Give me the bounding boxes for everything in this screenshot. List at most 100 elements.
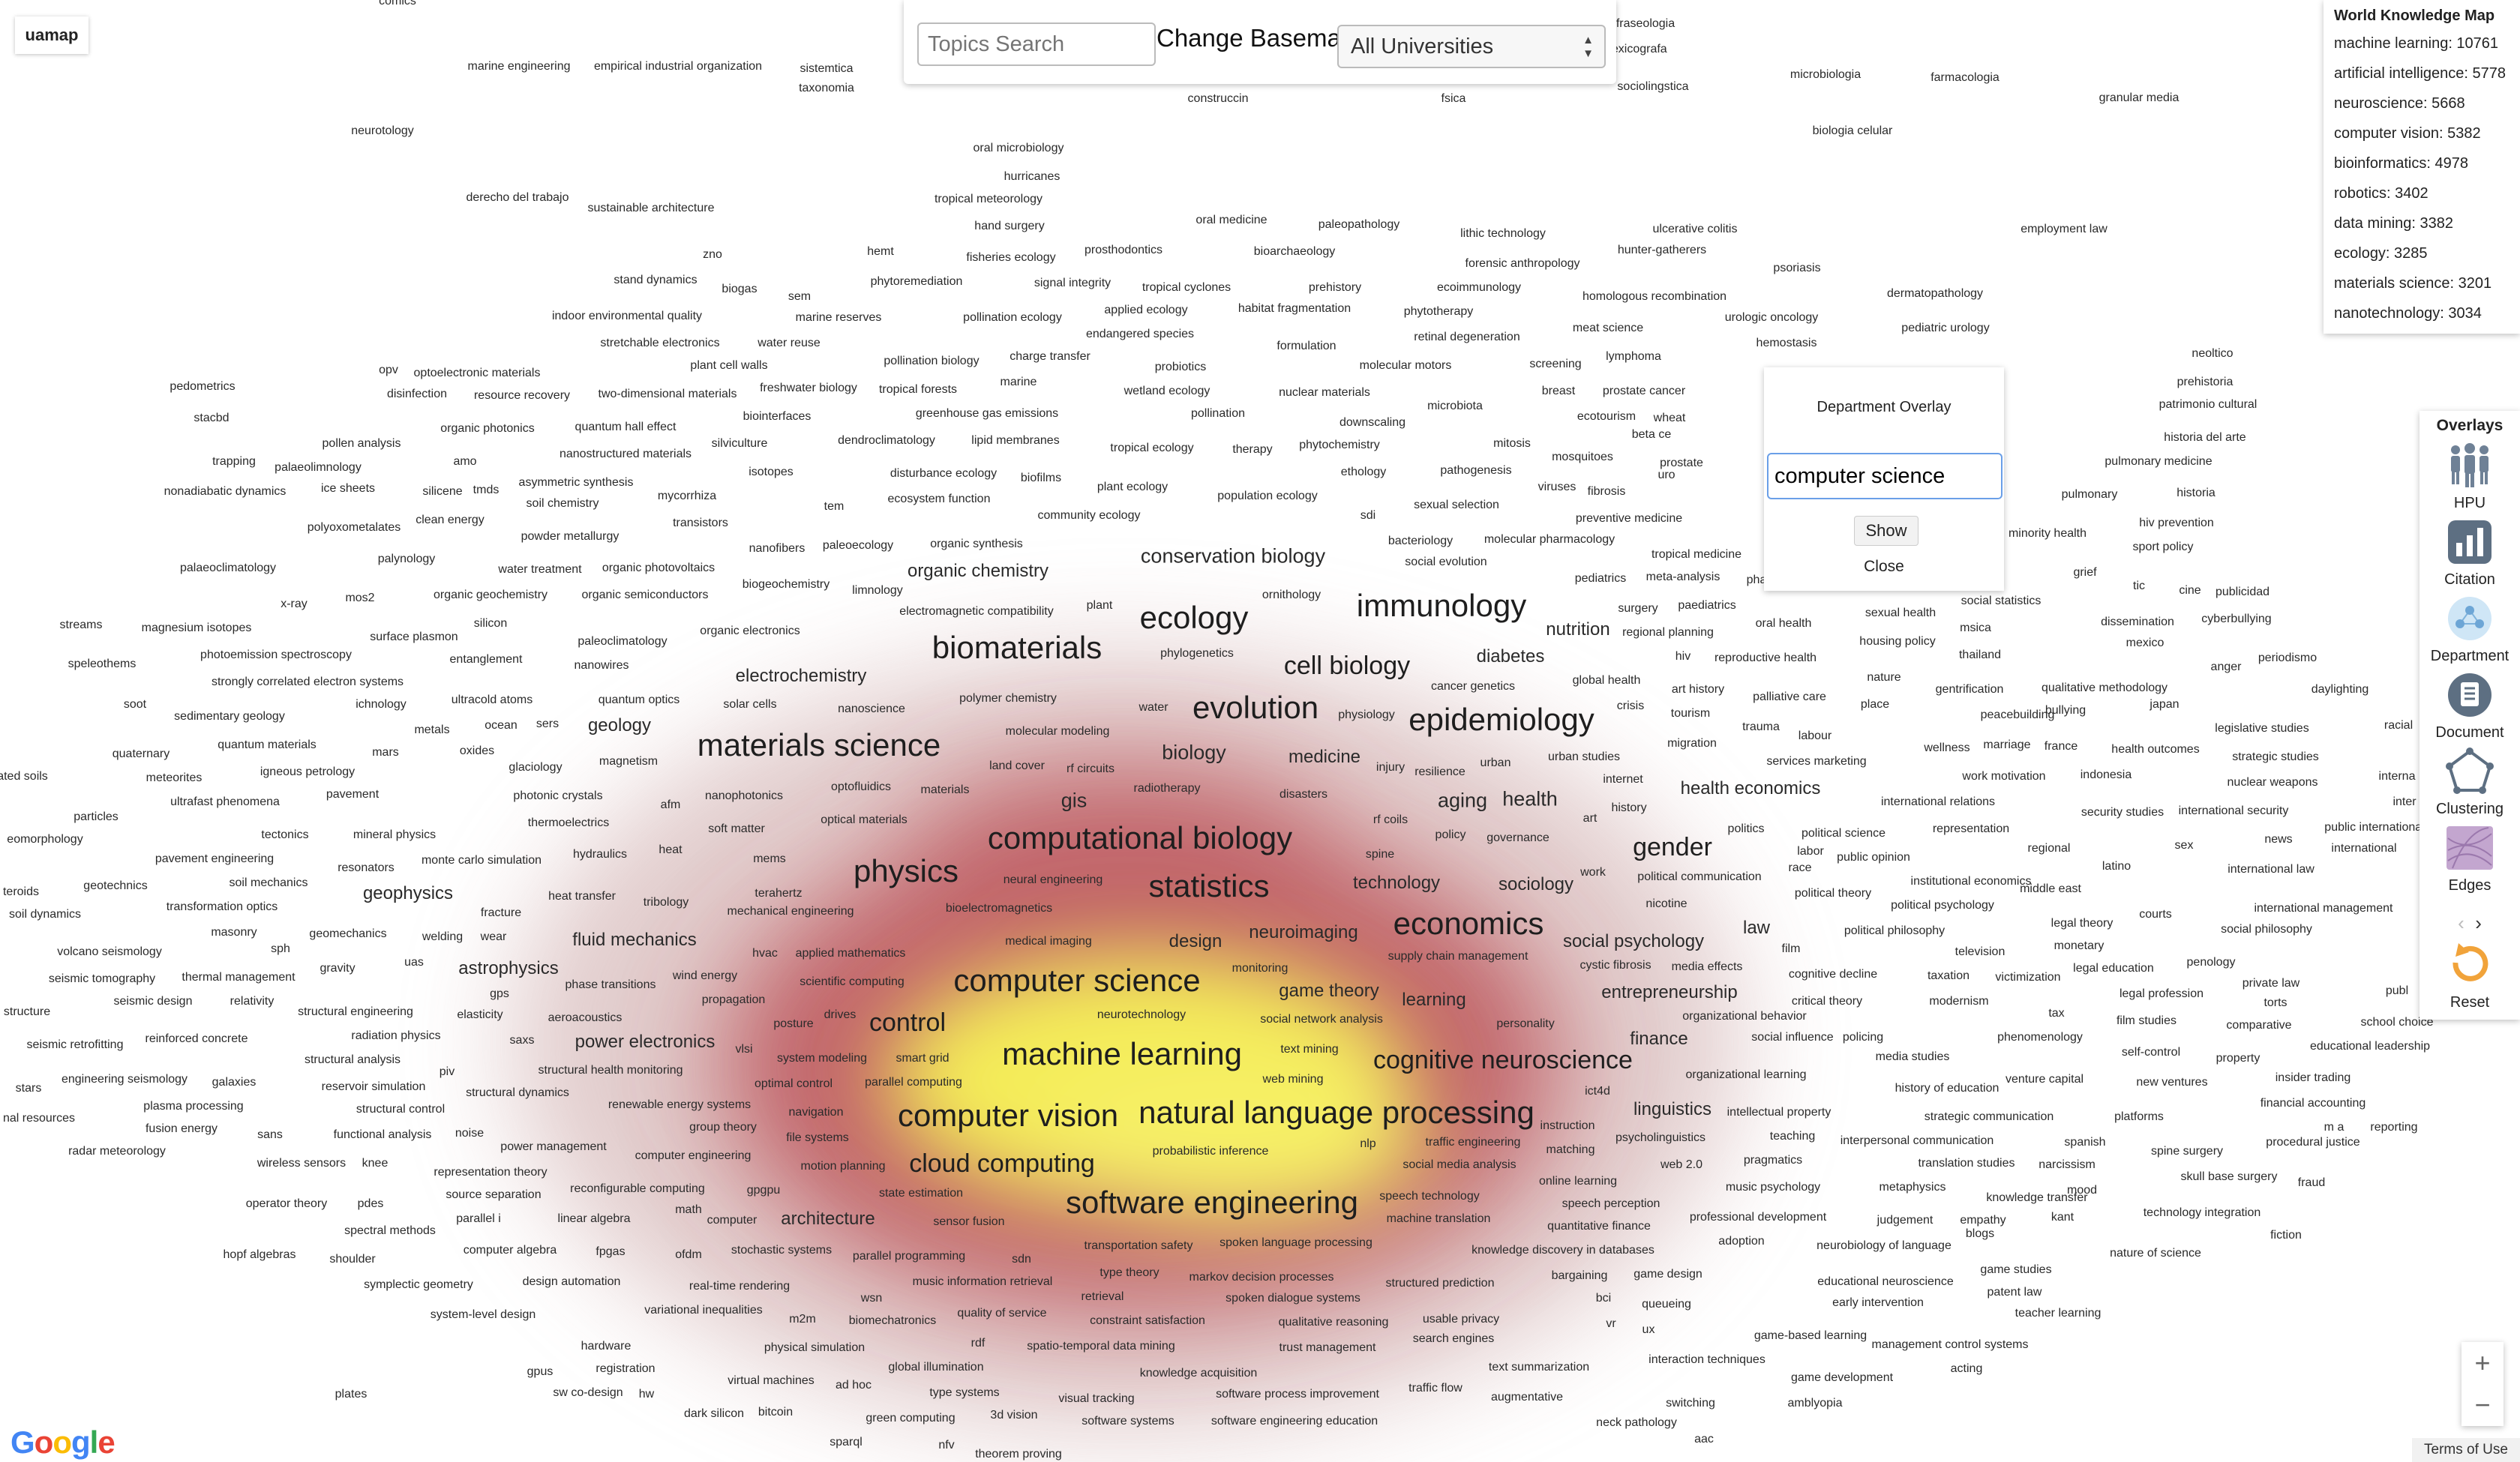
map-term-label[interactable]: math <box>675 1203 702 1216</box>
map-term-label[interactable]: trapping <box>212 455 256 468</box>
map-term-label[interactable]: fpgas <box>596 1245 626 1258</box>
map-term-label[interactable]: judgement <box>1876 1214 1934 1227</box>
map-term-label[interactable]: mars <box>372 746 399 759</box>
map-term-label[interactable]: asymmetric synthesis <box>518 476 634 489</box>
map-term-label[interactable]: social philosophy <box>2221 923 2312 936</box>
map-term-label[interactable]: grief <box>2073 566 2097 579</box>
map-term-label[interactable]: amo <box>453 455 477 468</box>
map-term-label[interactable]: speech technology <box>1379 1190 1480 1203</box>
overlay-department[interactable]: Department <box>2420 594 2520 665</box>
map-term-label[interactable]: hvac <box>752 947 778 960</box>
map-term-label[interactable]: trauma <box>1742 721 1780 733</box>
map-term-label[interactable]: history <box>1611 801 1647 814</box>
map-term-label[interactable]: tmds <box>472 484 500 496</box>
map-term-label[interactable]: pdes <box>357 1197 384 1210</box>
map-term-label[interactable]: social statistics <box>1960 595 2042 607</box>
map-term-label[interactable]: 3d vision <box>990 1409 1038 1422</box>
map-term-label[interactable]: diabetes <box>1476 646 1545 667</box>
map-term-label[interactable]: virtual machines <box>728 1374 814 1387</box>
map-term-label[interactable]: neck pathology <box>1596 1416 1677 1429</box>
overlay-citation[interactable]: Citation <box>2420 517 2520 589</box>
map-term-label[interactable]: palaeoclimatology <box>179 562 277 574</box>
map-term-label[interactable]: nanostructured materials <box>559 448 692 460</box>
map-term-label[interactable]: psoriasis <box>1773 262 1821 274</box>
map-term-label[interactable]: marriage <box>1983 738 2031 751</box>
map-term-label[interactable]: wear <box>480 930 507 943</box>
map-term-label[interactable]: optofluidics <box>830 780 892 793</box>
map-term-label[interactable]: ux <box>1642 1323 1655 1336</box>
map-term-label[interactable]: media effects <box>1671 960 1743 973</box>
map-term-label[interactable]: thermoelectrics <box>527 816 610 829</box>
map-term-label[interactable]: political communication <box>1637 870 1762 883</box>
map-term-label[interactable]: traffic engineering <box>1425 1136 1521 1149</box>
map-term-label[interactable]: beta ce <box>1631 428 1672 441</box>
map-term-label[interactable]: structural control <box>356 1103 446 1116</box>
map-term-label[interactable]: lymphoma <box>1606 350 1661 363</box>
map-term-label[interactable]: injury <box>1376 761 1406 774</box>
map-term-label[interactable]: masonry <box>211 926 257 939</box>
close-button[interactable]: Close <box>1864 558 1904 575</box>
map-term-label[interactable]: urologic oncology <box>1724 311 1819 324</box>
map-term-label[interactable]: structural dynamics <box>466 1086 569 1099</box>
map-term-label[interactable]: sph <box>271 942 290 955</box>
overlay-hpu[interactable]: HPU <box>2420 441 2520 512</box>
map-term-label[interactable]: mood <box>2066 1184 2098 1197</box>
map-term-label[interactable]: signal integrity <box>1034 277 1112 289</box>
map-term-label[interactable]: sensor fusion <box>933 1215 1005 1228</box>
map-term-label[interactable]: silicene <box>422 485 463 498</box>
map-term-label[interactable]: preventive medicine <box>1575 512 1683 525</box>
map-term-label[interactable]: pediatric urology <box>1901 322 1990 334</box>
map-term-label[interactable]: heat <box>658 843 682 856</box>
map-term-label[interactable]: fisheries ecology <box>966 251 1056 264</box>
map-term-label[interactable]: international management <box>2254 902 2393 915</box>
map-term-label[interactable]: tem <box>824 500 844 513</box>
map-term-label[interactable]: homologous recombination <box>1582 290 1727 303</box>
map-term-label[interactable]: latino <box>2102 860 2132 873</box>
map-term-label[interactable]: ultrafast phenomena <box>170 795 280 808</box>
map-term-label[interactable]: nature of science <box>2110 1247 2201 1260</box>
map-term-label[interactable]: knowledge transfer <box>1986 1191 2088 1204</box>
map-term-label[interactable]: sers <box>536 718 560 730</box>
map-term-label[interactable]: drives <box>824 1008 856 1021</box>
map-term-label[interactable]: private law <box>2242 977 2300 990</box>
map-term-label[interactable]: place <box>1860 698 1890 711</box>
map-term-label[interactable]: international security <box>2178 804 2289 817</box>
map-term-label[interactable]: game studies <box>1980 1263 2052 1276</box>
map-term-label[interactable]: matching <box>1546 1143 1595 1156</box>
map-term-label[interactable]: structural analysis <box>304 1053 401 1066</box>
map-term-label[interactable]: spatio-temporal data mining <box>1027 1340 1175 1353</box>
map-term-label[interactable]: financial accounting <box>2260 1097 2366 1110</box>
map-term-label[interactable]: relativity <box>230 995 274 1008</box>
map-term-label[interactable]: mechanical engineering <box>727 905 854 918</box>
map-term-label[interactable]: ecoimmunology <box>1436 281 1522 294</box>
map-term-label[interactable]: pragmatics <box>1743 1154 1803 1167</box>
map-term-label[interactable]: knee <box>362 1157 388 1170</box>
map-term-label[interactable]: publicidad <box>2215 586 2270 598</box>
map-term-label[interactable]: materials <box>920 783 970 796</box>
map-term-label[interactable]: online learning <box>1538 1175 1618 1188</box>
map-term-label[interactable]: msica <box>1960 622 1991 634</box>
map-term-label[interactable]: security studies <box>2080 806 2164 819</box>
map-term-label[interactable]: nuclear weapons <box>2227 776 2318 789</box>
map-term-label[interactable]: tectonics <box>261 828 309 841</box>
map-term-label[interactable]: phylogenetics <box>1160 647 1234 660</box>
map-term-label[interactable]: meteorites <box>146 771 202 784</box>
map-term-label[interactable]: ecotourism <box>1576 410 1636 423</box>
map-term-label[interactable]: property <box>2216 1052 2260 1065</box>
map-term-label[interactable]: public international <box>2324 821 2425 834</box>
map-term-label[interactable]: kant <box>2050 1211 2074 1224</box>
map-term-label[interactable]: hemostasis <box>1756 337 1817 349</box>
map-term-label[interactable]: sedimentary geology <box>174 710 285 723</box>
map-term-label[interactable]: reproductive health <box>1714 652 1817 664</box>
map-term-label[interactable]: smart grid <box>896 1052 950 1065</box>
map-term-label[interactable]: symplectic geometry <box>364 1278 473 1291</box>
map-term-label[interactable]: sw co-design <box>553 1386 623 1399</box>
map-term-label[interactable]: social network analysis <box>1260 1013 1383 1026</box>
map-term-label[interactable]: peacebuilding <box>1980 709 2055 721</box>
map-term-label[interactable]: structural health monitoring <box>538 1064 683 1077</box>
map-term-label[interactable]: soot <box>123 698 147 711</box>
map-term-label[interactable]: fsica <box>1441 92 1466 105</box>
map-term-label[interactable]: meat science <box>1572 322 1644 334</box>
map-term-label[interactable]: vr <box>1606 1317 1616 1330</box>
